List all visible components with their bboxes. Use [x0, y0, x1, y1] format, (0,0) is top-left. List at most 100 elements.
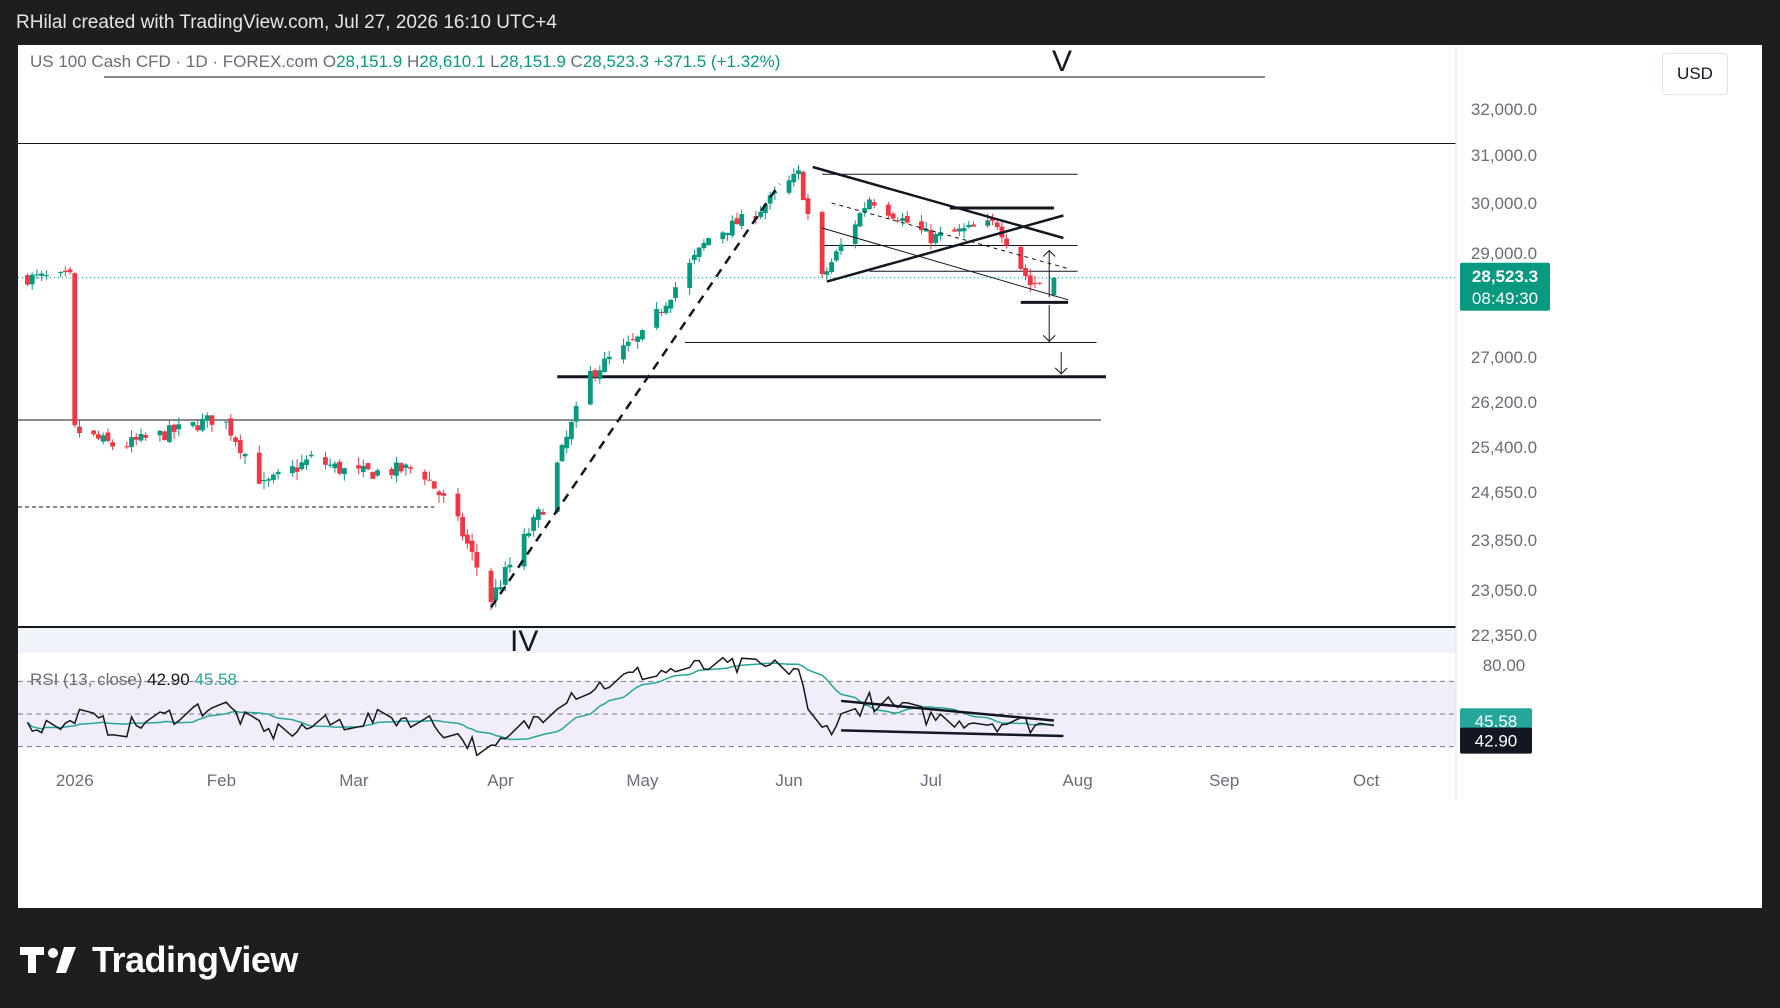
candle-body — [569, 421, 574, 440]
candle-body — [200, 418, 205, 431]
candle-body — [625, 341, 631, 346]
candle-body — [431, 481, 437, 489]
candle-body — [237, 440, 243, 453]
candle-body — [919, 221, 924, 231]
rsi-pane — [18, 656, 1456, 757]
candle-body — [824, 271, 830, 275]
attribution-header: RHilal created with TradingView.com, Jul… — [16, 12, 557, 33]
candle-body — [673, 287, 678, 298]
symbol-label: US 100 Cash CFD · 1D · FOREX.com — [30, 52, 323, 71]
candle-body — [464, 534, 470, 544]
wave-trendline-dashed — [489, 183, 781, 609]
candle-body — [800, 171, 806, 201]
candle-body — [805, 198, 811, 214]
candle-body — [739, 214, 745, 227]
candle-body — [635, 336, 641, 342]
candle-body — [696, 247, 702, 257]
candle-body — [176, 424, 182, 430]
candle-body — [933, 234, 939, 243]
trend-drawings — [489, 165, 1069, 609]
price-tick-label: 23,050.0 — [1471, 581, 1537, 600]
price-tick-label: 30,000.0 — [1471, 194, 1537, 213]
price-tick-label: 26,200.0 — [1471, 393, 1537, 412]
candle-body — [559, 444, 565, 462]
candle-body — [938, 232, 943, 236]
candle-body — [720, 232, 726, 240]
time-tick-label: Aug — [1062, 771, 1092, 790]
candle-body — [838, 244, 844, 252]
candle-body — [1018, 246, 1024, 269]
candle-body — [266, 479, 272, 481]
candle-body — [498, 587, 503, 590]
candle-countdown: 08:49:30 — [1472, 289, 1538, 308]
channel-mid-dashed — [831, 202, 1069, 270]
rsi-badge — [1460, 727, 1532, 754]
candle-body — [77, 426, 82, 434]
rsi-badge-value: 42.90 — [1475, 732, 1518, 751]
candle-body — [356, 465, 361, 469]
candle-body — [91, 430, 97, 435]
time-tick-label: Oct — [1353, 771, 1380, 790]
candle-body — [100, 435, 106, 442]
candle-body — [271, 474, 276, 480]
candle-body — [668, 299, 674, 309]
candle-body — [171, 424, 177, 432]
candle-body — [436, 491, 442, 496]
candle-body — [460, 516, 466, 537]
candle-body — [337, 461, 343, 474]
candle-body — [1027, 275, 1033, 286]
candle-body — [370, 472, 376, 479]
candle-body — [427, 479, 432, 481]
chart-svg[interactable]: 32,000.0 31,000.0 30,000.0 29,000.0 27,000.0… — [18, 45, 1762, 908]
rsi-band — [18, 681, 1456, 747]
candle-body — [327, 464, 333, 466]
candle-body — [564, 436, 570, 449]
candle-body — [242, 454, 248, 457]
candle-body — [493, 587, 499, 601]
time-tick-label: Feb — [207, 771, 236, 790]
candle-body — [39, 273, 45, 276]
pane-divider-band — [18, 628, 1456, 653]
triangle-lower-line — [826, 214, 1064, 283]
candle-body — [692, 254, 697, 261]
currency-button[interactable]: USD — [1662, 53, 1728, 95]
chart-panel[interactable]: 32,000.0 31,000.0 30,000.0 29,000.0 27,000.0… — [18, 45, 1762, 908]
candle-body — [928, 230, 934, 244]
candle-body — [786, 180, 792, 193]
tradingview-logo[interactable]: TradingView — [20, 938, 298, 982]
candle-body — [124, 446, 130, 448]
candle-body — [923, 228, 929, 232]
candle-body — [1032, 283, 1038, 285]
candle-body — [67, 269, 73, 273]
chart-text: US 100 Cash CFD · 1D · FOREX.com O28,151… — [30, 45, 1072, 689]
candle-body — [762, 204, 768, 214]
candle-body — [365, 463, 371, 470]
low-label: L — [490, 52, 499, 71]
last-price-badge — [1460, 262, 1550, 311]
candle-body — [96, 434, 101, 439]
candle-body — [233, 437, 238, 442]
candle-body — [602, 358, 607, 373]
rsi-title: RSI (13, close) — [30, 670, 147, 689]
wave-label-iv: IV — [510, 625, 538, 658]
candle-body — [261, 480, 267, 482]
open-label: O — [323, 52, 336, 71]
candle-body — [952, 229, 957, 232]
price-tick-label: 22,350.0 — [1471, 626, 1537, 645]
open-value: 28,151.9 — [336, 52, 407, 71]
candle-body — [521, 533, 527, 567]
candle-body — [725, 232, 730, 236]
candle-body — [157, 430, 163, 436]
low-value: 28,151.9 — [500, 52, 571, 71]
candle-body — [734, 218, 740, 225]
candle-body — [398, 463, 404, 472]
candle-body — [961, 228, 967, 232]
candle-body — [904, 215, 910, 223]
candle-body — [133, 437, 139, 440]
candle-body — [323, 457, 328, 465]
candle-body — [223, 421, 229, 423]
candle-body — [895, 220, 901, 222]
candle-body — [971, 224, 976, 227]
time-tick-label: Jun — [775, 771, 802, 790]
